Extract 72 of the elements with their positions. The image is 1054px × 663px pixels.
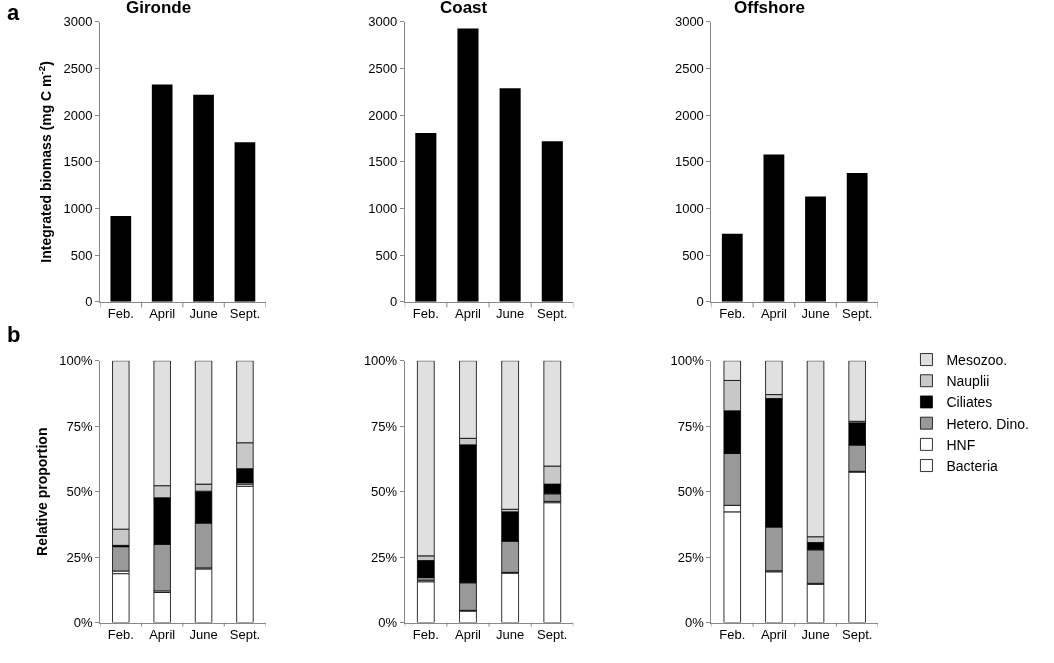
x-tick-label: Sept. xyxy=(537,306,568,322)
y-tick-label: 2000 xyxy=(63,107,93,123)
y-tick-label: 3000 xyxy=(368,14,398,30)
y-tick-label: 0 xyxy=(389,294,398,310)
y-tick-label: 1000 xyxy=(63,201,93,217)
x-tick-label: June xyxy=(801,627,830,643)
y-tick-label: 2000 xyxy=(368,107,398,123)
legend-label: Hetero. Dino. xyxy=(946,415,1029,432)
y-axis-title: Relative proportion xyxy=(33,427,50,556)
y-tick-label: 25% xyxy=(677,549,705,565)
legend-label: Nauplii xyxy=(946,373,990,390)
x-tick-label: April xyxy=(454,627,482,643)
x-tick-label: April xyxy=(149,306,176,322)
x-tick-label: April xyxy=(454,306,482,322)
x-tick-label: April xyxy=(760,627,788,643)
x-tick-label: April xyxy=(760,306,788,322)
y-tick-label: 500 xyxy=(70,247,93,263)
x-tick-label: Feb. xyxy=(412,627,439,643)
legend-label: Bacteria xyxy=(946,458,999,475)
chart-title: Gironde xyxy=(126,0,192,17)
y-tick-label: 2500 xyxy=(674,61,704,77)
chart-title: Offshore xyxy=(734,0,805,17)
x-tick-label: Sept. xyxy=(841,627,873,643)
y-tick-label: 1000 xyxy=(674,201,704,217)
x-tick-label: June xyxy=(801,306,830,322)
y-tick-label: 0 xyxy=(85,294,93,310)
y-tick-label: 50% xyxy=(371,484,398,500)
y-tick-label: 75% xyxy=(66,418,93,434)
y-tick-label: 100% xyxy=(670,353,705,369)
y-tick-label: 2500 xyxy=(63,61,93,77)
y-tick-label: 1000 xyxy=(368,201,398,217)
y-tick-label: 3000 xyxy=(63,14,93,30)
x-tick-label: Feb. xyxy=(719,627,746,643)
y-tick-label: 0% xyxy=(685,615,705,631)
y-tick-label: 1500 xyxy=(63,154,93,170)
y-tick-label: 100% xyxy=(59,353,93,369)
x-tick-label: June xyxy=(189,306,218,322)
chart-title: Coast xyxy=(440,0,488,17)
y-tick-label: 1500 xyxy=(368,154,398,170)
text: b xyxy=(7,322,21,347)
x-tick-label: Sept. xyxy=(229,627,261,643)
x-tick-label: Sept. xyxy=(229,306,261,322)
x-tick-label: Sept. xyxy=(841,306,873,322)
y-tick-label: 500 xyxy=(375,247,398,263)
legend-label: Mesozoo. xyxy=(946,352,1008,369)
y-tick-label: 25% xyxy=(371,549,398,565)
x-tick-label: Feb. xyxy=(412,306,439,322)
y-tick-label: 1500 xyxy=(674,154,704,170)
x-tick-label: June xyxy=(189,627,218,643)
y-tick-label: 50% xyxy=(677,484,705,500)
y-tick-label: 2000 xyxy=(674,107,704,123)
y-tick-label: 75% xyxy=(677,418,705,434)
y-tick-label: 100% xyxy=(363,353,398,369)
y-tick-label: 0 xyxy=(696,294,704,310)
x-tick-label: Feb. xyxy=(107,627,134,643)
legend-label: Ciliates xyxy=(946,394,993,411)
x-tick-label: Feb. xyxy=(107,306,134,322)
legend-label: HNF xyxy=(946,436,976,453)
x-tick-label: June xyxy=(496,306,525,322)
x-tick-label: April xyxy=(149,627,176,643)
x-tick-label: Sept. xyxy=(537,627,568,643)
text: a xyxy=(7,0,20,25)
y-tick-label: 3000 xyxy=(674,14,704,30)
y-tick-label: 0% xyxy=(378,615,398,631)
y-tick-label: 75% xyxy=(371,418,398,434)
y-tick-label: 25% xyxy=(66,549,93,565)
x-tick-label: June xyxy=(496,627,525,643)
y-tick-label: 0% xyxy=(73,615,93,631)
x-tick-label: Feb. xyxy=(719,306,746,322)
y-tick-label: 50% xyxy=(66,484,93,500)
y-tick-label: 500 xyxy=(682,247,704,263)
y-tick-label: 2500 xyxy=(368,61,398,77)
